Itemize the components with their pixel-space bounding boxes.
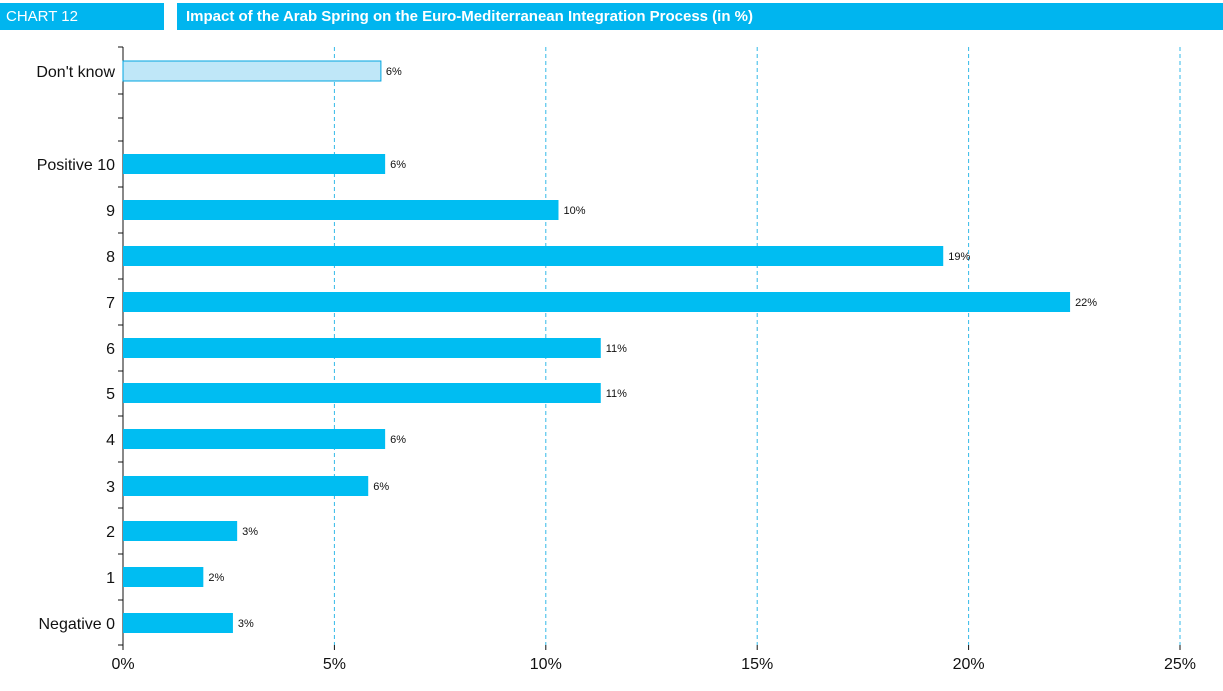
data-label: 10% — [563, 205, 585, 217]
data-label: 6% — [390, 159, 406, 171]
bar — [122, 60, 382, 82]
category-label: Negative 0 — [39, 616, 116, 633]
category-label: 3 — [106, 479, 115, 496]
bar — [123, 429, 386, 449]
bars — [122, 60, 1071, 633]
bar — [123, 476, 369, 496]
category-label: Positive 10 — [37, 157, 115, 174]
x-tick-label: 15% — [741, 656, 773, 673]
category-label: 6 — [106, 341, 115, 358]
x-tick-label: 20% — [953, 656, 985, 673]
data-label: 2% — [208, 572, 224, 584]
data-label: 3% — [242, 526, 258, 538]
data-label: 11% — [606, 388, 627, 400]
data-label: 19% — [948, 251, 970, 263]
chart-header: CHART 12 Impact of the Arab Spring on th… — [0, 0, 1223, 30]
category-label: 5 — [106, 386, 115, 403]
bar — [123, 154, 386, 174]
chart-title: Impact of the Arab Spring on the Euro-Me… — [177, 3, 1223, 30]
data-label: 22% — [1075, 297, 1097, 309]
x-tick-label: 0% — [111, 656, 134, 673]
labels: 0% 5% 10% 15% 20% 25% Don't know 6% Positive 10 6… — [36, 64, 1196, 673]
category-label: 2 — [106, 524, 115, 541]
category-label: 9 — [106, 203, 115, 220]
bar — [123, 292, 1071, 312]
bar — [123, 246, 944, 266]
data-label: 6% — [390, 434, 406, 446]
bar — [123, 521, 238, 541]
data-label: 6% — [386, 66, 402, 78]
category-label: 1 — [106, 570, 115, 587]
chart-number-tag: CHART 12 — [0, 3, 164, 30]
data-label: 11% — [606, 343, 627, 355]
x-tick-label: 25% — [1164, 656, 1196, 673]
category-label: Don't know — [36, 64, 115, 81]
bar — [123, 338, 601, 358]
category-label: 8 — [106, 249, 115, 266]
bar — [123, 567, 204, 587]
x-tick-label: 10% — [530, 656, 562, 673]
x-tick-label: 5% — [323, 656, 346, 673]
bar — [123, 613, 233, 633]
data-label: 6% — [373, 481, 389, 493]
category-label: 7 — [106, 295, 115, 312]
grid-lines — [333, 47, 1181, 645]
data-label: 3% — [238, 618, 254, 630]
bar — [123, 383, 601, 403]
bar — [123, 200, 559, 220]
category-label: 4 — [106, 432, 115, 449]
